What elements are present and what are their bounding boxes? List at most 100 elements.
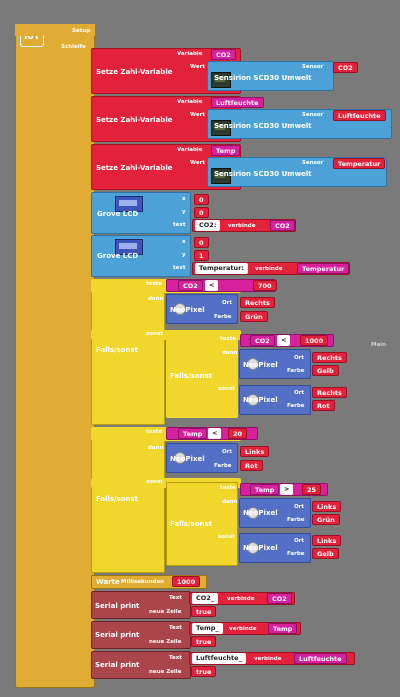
compare-value-pill[interactable]: 1000 [300, 335, 329, 346]
sensor-chip-icon [211, 72, 231, 88]
newline-pill[interactable]: true [191, 666, 217, 677]
variable-label: Variable [177, 99, 203, 105]
place-label: Ort [294, 390, 305, 396]
place-pill[interactable]: Links [240, 446, 270, 457]
sensor-label: Sensor [302, 112, 324, 118]
compare-value-pill[interactable]: 700 [253, 280, 277, 291]
wait-value-pill[interactable]: 1000 [172, 576, 201, 587]
x-label: x [182, 196, 186, 202]
if-else-block[interactable] [91, 279, 165, 425]
wait-label: Warte [96, 578, 120, 586]
lcd-display-icon [115, 196, 143, 212]
join-var-pill[interactable]: Temperatur [297, 263, 350, 274]
compare-var-pill[interactable]: Temp [250, 484, 280, 495]
compare-value-pill[interactable]: 25 [302, 484, 322, 495]
inner-if-else-block[interactable] [166, 482, 238, 566]
join-label: verbinde [228, 223, 256, 229]
neopixel-icon [247, 542, 259, 554]
y-value-pill[interactable]: 0 [194, 207, 209, 218]
color-pill[interactable]: Grün [312, 514, 340, 525]
join-var-pill[interactable]: CO2 [270, 220, 295, 231]
neopixel-block[interactable] [166, 294, 238, 324]
compare-var-pill[interactable]: CO2 [178, 280, 203, 291]
place-label: Ort [294, 538, 305, 544]
join-var-pill[interactable]: CO2 [267, 593, 292, 604]
join-label: verbinde [255, 266, 283, 272]
variable-label: Variable [177, 147, 203, 153]
color-pill[interactable]: Grün [240, 311, 268, 322]
color-pill[interactable]: Gelb [312, 548, 339, 559]
sensor-name: Sensirion SCD30 Umwelt [214, 74, 312, 82]
x-label: x [182, 239, 186, 245]
compare-value-pill[interactable]: 20 [228, 428, 248, 439]
serial-text-input[interactable]: Luftfeuchte_ [192, 653, 246, 664]
place-label: Ort [222, 300, 233, 306]
then-label: dann [222, 499, 238, 505]
serial-print-block[interactable] [91, 651, 191, 679]
ms-label: Millisekunden [121, 579, 165, 585]
color-label: Farbe [287, 368, 305, 374]
if-label: Falls/sonst [96, 346, 139, 354]
neopixel-label: NeoPixel [243, 544, 278, 552]
main-label: Main [371, 342, 386, 348]
neopixel-icon [247, 507, 259, 519]
x-value-pill[interactable]: 0 [194, 194, 209, 205]
newline-label: neue Zeile [149, 639, 182, 645]
else-label: sonst [146, 331, 163, 337]
then-label: dann [148, 296, 164, 302]
lcd-label: Grove LCD [97, 210, 139, 218]
newline-pill[interactable]: true [191, 606, 217, 617]
neopixel-label: NeoPixel [243, 509, 278, 517]
color-pill[interactable]: Gelb [312, 365, 339, 376]
newline-pill[interactable]: true [191, 636, 217, 647]
text-value-input[interactable]: Temperatur: [195, 263, 248, 274]
serial-print-block[interactable] [91, 591, 191, 619]
join-var-pill[interactable]: Luftfeuchte [294, 653, 347, 664]
place-pill[interactable]: Rechts [312, 352, 347, 363]
sensor-value-pill[interactable]: Temperatur [333, 158, 386, 169]
y-value-pill[interactable]: 1 [194, 250, 209, 261]
color-label: Farbe [214, 314, 232, 320]
place-pill[interactable]: Rechts [240, 297, 275, 308]
serial-text-label: Text [169, 595, 182, 601]
lcd-display-icon [115, 239, 143, 255]
place-label: Ort [294, 355, 305, 361]
serial-text-label: Text [169, 655, 182, 661]
compare-operator[interactable]: < [208, 428, 222, 439]
serial-text-input[interactable]: Temp_ [192, 623, 223, 634]
text-label: text [173, 222, 186, 228]
variable-pill[interactable]: CO2 [211, 49, 236, 60]
place-pill[interactable]: Links [312, 501, 342, 512]
else-label: sonst [218, 386, 235, 392]
x-value-pill[interactable]: 0 [194, 237, 209, 248]
color-label: Farbe [214, 463, 232, 469]
sensor-value-pill[interactable]: CO2 [333, 62, 358, 73]
place-label: Ort [222, 449, 233, 455]
iot-main-block[interactable]: IoT [15, 24, 95, 688]
compare-operator[interactable]: < [205, 280, 219, 291]
color-pill[interactable]: Rot [240, 460, 263, 471]
compare-var-pill[interactable]: Temp [178, 428, 208, 439]
place-pill[interactable]: Links [312, 535, 342, 546]
setup-slot [15, 24, 95, 36]
color-pill[interactable]: Rot [312, 400, 335, 411]
compare-operator[interactable]: < [277, 335, 291, 346]
serial-print-block[interactable] [91, 621, 191, 649]
if-else-block[interactable] [91, 427, 165, 573]
text-value-input[interactable]: CO2: [195, 220, 221, 231]
set-var-label: Setze Zahl-Variable [96, 68, 173, 76]
sensor-value-pill[interactable]: Luftfeuchte [333, 110, 386, 121]
place-pill[interactable]: Rechts [312, 387, 347, 398]
serial-text-input[interactable]: CO2_ [192, 593, 219, 604]
sensor-name: Sensirion SCD30 Umwelt [214, 122, 312, 130]
then-label: dann [148, 445, 164, 451]
variable-pill[interactable]: Luftfeuchte [211, 97, 264, 108]
compare-var-pill[interactable]: CO2 [250, 335, 275, 346]
compare-operator[interactable]: > [280, 484, 294, 495]
if-label: Falls/sonst [96, 495, 139, 503]
color-label: Farbe [287, 403, 305, 409]
variable-pill[interactable]: Temp [211, 145, 241, 156]
sensor-chip-icon [211, 120, 231, 136]
color-label: Farbe [287, 551, 305, 557]
join-var-pill[interactable]: Temp [268, 623, 298, 634]
